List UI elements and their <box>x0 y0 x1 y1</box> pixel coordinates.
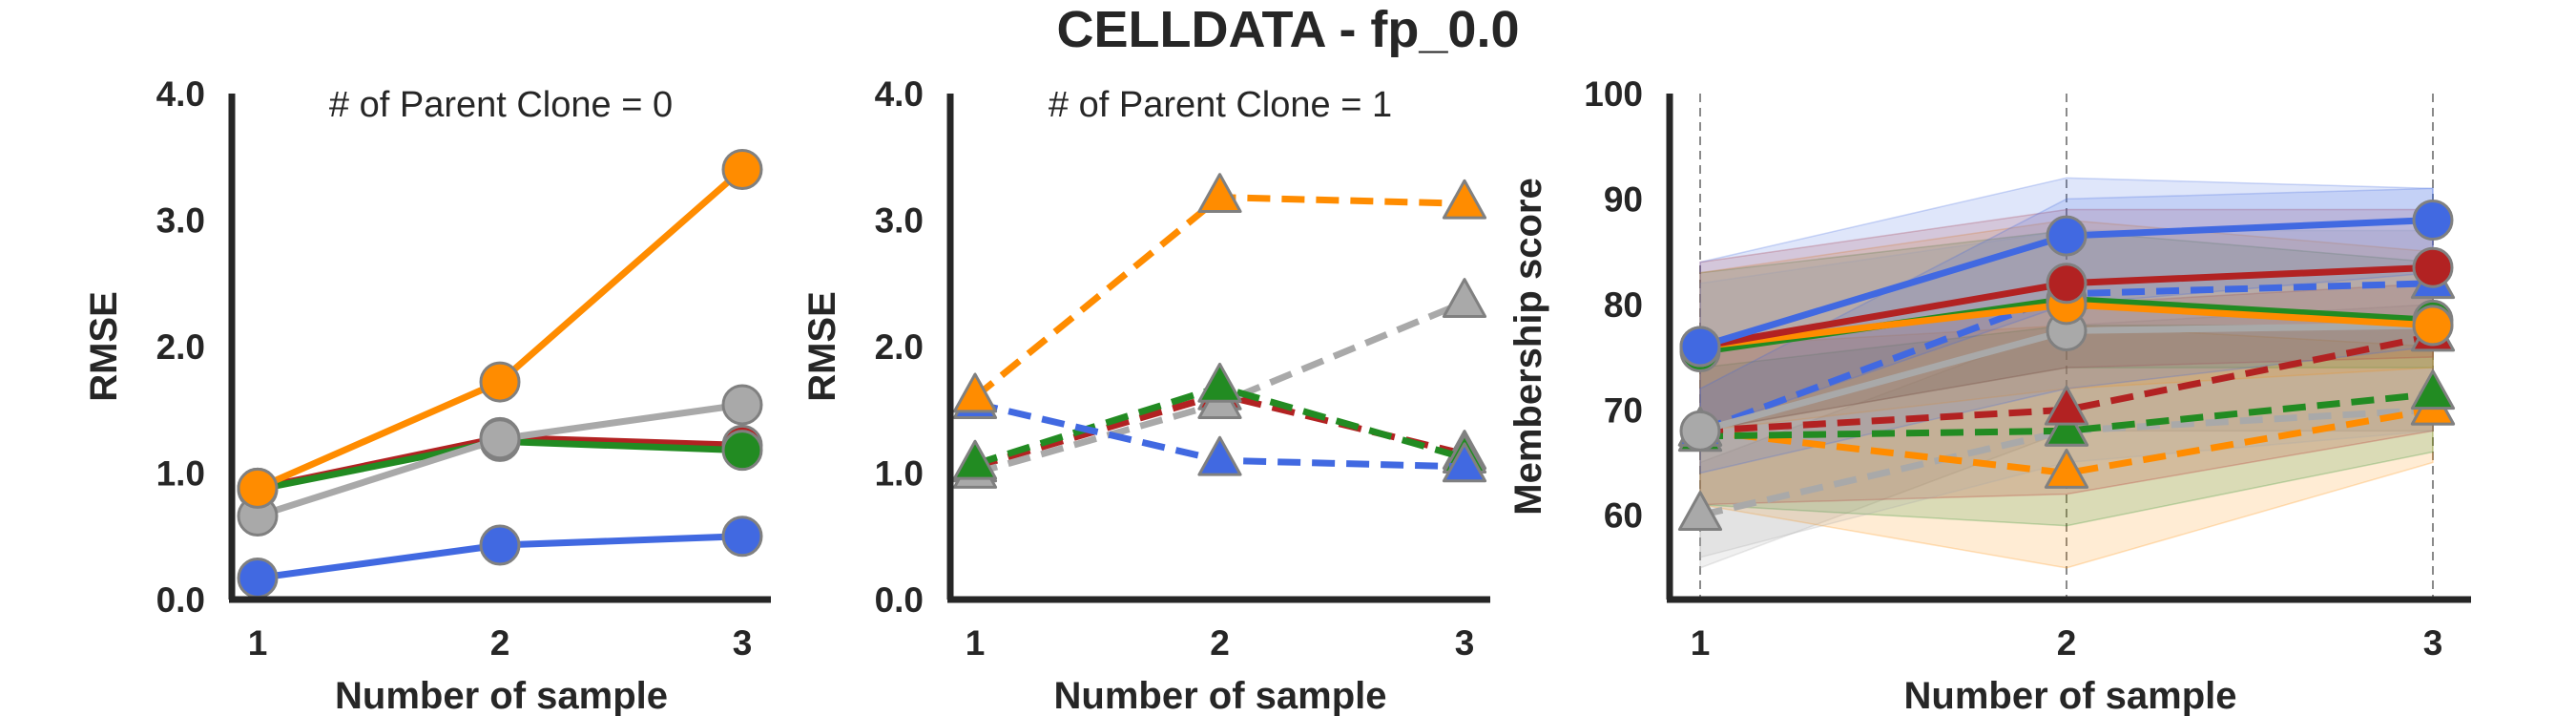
data-point-blue <box>1442 442 1487 483</box>
data-point-gray <box>1677 491 1723 532</box>
data-point-orange <box>1197 173 1242 214</box>
series-line-gray <box>1699 406 2434 519</box>
y-tick-label: 60 <box>1604 496 1643 536</box>
x-tick-label: 2 <box>490 623 510 663</box>
x-tick-label: 3 <box>1455 623 1475 663</box>
chart-panel-3: 60 70 80 90 100 1 2 3 Number of sample Membership… <box>1507 74 2471 716</box>
data-point-gray <box>479 418 521 460</box>
data-point-green <box>1197 362 1242 403</box>
x-tick-label: 1 <box>966 623 986 663</box>
y-tick-label: 100 <box>1584 74 1643 114</box>
figure-title: CELLDATA - fp_0.0 <box>1056 1 1520 58</box>
x-axis-label: Number of sample <box>1904 675 2237 716</box>
data-point-orange <box>1442 179 1487 220</box>
data-point-red <box>2412 246 2454 288</box>
x-tick-label: 2 <box>1210 623 1230 663</box>
y-tick-label: 0.0 <box>156 580 205 620</box>
data-point-orange <box>479 361 521 403</box>
x-tick-label: 1 <box>1691 623 1711 663</box>
x-tick-label: 3 <box>733 623 753 663</box>
chart-panel-1: 0.0 1.0 2.0 3.0 4.0 1 2 3 Number of sample RMSE # … <box>83 74 771 716</box>
data-point-blue <box>479 524 521 566</box>
data-point-blue <box>237 557 279 599</box>
data-point-blue <box>1197 435 1242 476</box>
data-point-red <box>2044 385 2089 426</box>
y-tick-label: 4.0 <box>156 74 205 114</box>
series-line-red <box>1699 332 2434 434</box>
data-point-blue <box>721 516 763 558</box>
data-point-red <box>2046 263 2088 305</box>
data-point-green <box>2410 369 2456 411</box>
data-point-orange <box>237 467 279 509</box>
y-tick-label: 3.0 <box>875 201 924 241</box>
x-tick-label: 1 <box>248 623 268 663</box>
y-tick-label: 2.0 <box>875 327 924 367</box>
y-axis-label: RMSE <box>801 291 843 402</box>
data-point-green <box>721 430 763 472</box>
x-tick-label: 2 <box>2057 623 2077 663</box>
x-tick-label: 3 <box>2423 623 2443 663</box>
y-axis-label: RMSE <box>83 291 125 402</box>
data-point-blue <box>2412 200 2454 241</box>
y-tick-label: 2.0 <box>156 327 205 367</box>
data-point-orange <box>2044 449 2089 489</box>
data-point-gray <box>721 384 763 426</box>
x-axis-label: Number of sample <box>1054 675 1387 716</box>
y-tick-label: 0.0 <box>875 580 924 620</box>
y-tick-label: 1.0 <box>875 454 924 494</box>
data-point-orange <box>2412 305 2454 347</box>
y-tick-label: 90 <box>1604 179 1643 219</box>
x-axis-label: Number of sample <box>335 675 668 716</box>
y-tick-label: 1.0 <box>156 454 205 494</box>
y-tick-label: 3.0 <box>156 201 205 241</box>
panel-title: # of Parent Clone = 1 <box>1049 85 1392 125</box>
data-point-blue <box>1679 326 1721 368</box>
series-line-green <box>1699 390 2434 440</box>
data-point-orange <box>721 149 763 190</box>
y-tick-label: 4.0 <box>875 74 924 114</box>
data-point-gray <box>1442 278 1487 319</box>
chart-panel-2: 0.0 1.0 2.0 3.0 4.0 1 2 3 Number of sample RMSE # … <box>801 74 1490 716</box>
data-point-green <box>2044 406 2089 447</box>
y-axis-label: Membership score <box>1507 178 1549 515</box>
data-point-green <box>952 439 998 480</box>
y-tick-label: 70 <box>1604 390 1643 430</box>
series-line-orange <box>1699 406 2434 476</box>
data-point-blue <box>2046 215 2088 257</box>
data-point-gray <box>1679 410 1721 452</box>
panel-title: # of Parent Clone = 0 <box>329 85 673 125</box>
data-point-orange <box>952 372 998 413</box>
y-tick-label: 80 <box>1604 285 1643 325</box>
